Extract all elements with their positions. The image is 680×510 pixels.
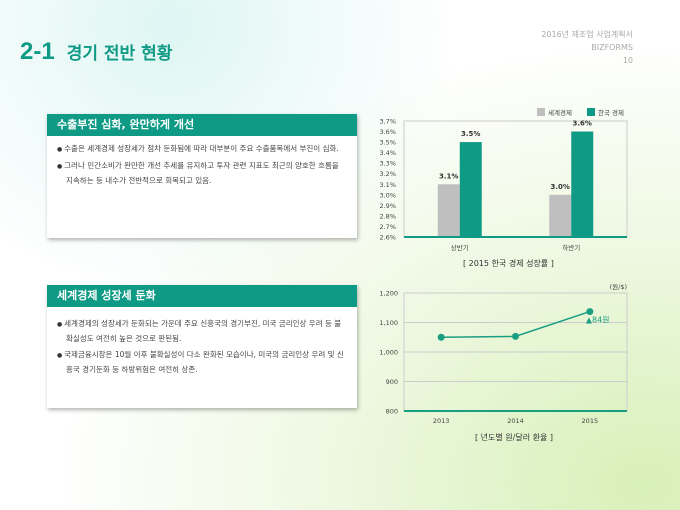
card-world-economy: 세계경제 성장세 둔화 세계경제의 성장세가 둔화되는 가운데 주요 신흥국의 … (47, 285, 357, 408)
x-tick-label: 2013 (433, 417, 450, 425)
y-tick-label: 2.8% (379, 212, 396, 220)
y-tick-label: 3.6% (379, 128, 396, 136)
y-tick-label: 3.2% (379, 170, 396, 178)
y-tick-label: 2.7% (379, 223, 396, 231)
x-tick-label: 2015 (582, 417, 599, 425)
legend-label: 한국 경제 (598, 108, 624, 117)
x-tick-label: 2014 (507, 417, 524, 425)
data-label: 3.6% (573, 120, 592, 128)
brand: BIZFORMS (591, 43, 633, 52)
y-tick-label: 3.1% (379, 181, 396, 189)
card-heading: 수출부진 심화, 완만하게 개선 (47, 114, 357, 136)
y-tick-label: 900 (386, 378, 398, 386)
doc-title: 2016년 제조업 사업계획서 (541, 30, 633, 39)
annotation: ▲84원 (586, 316, 610, 325)
y-tick-label: 3.4% (379, 149, 396, 157)
bar-세계경제 (437, 184, 460, 237)
plot-frame (403, 120, 628, 238)
data-point (512, 332, 519, 340)
bar-세계경제 (549, 194, 572, 237)
y-tick-label: 1,100 (379, 319, 398, 327)
bar-chart-caption: [ 2015 한국 경제 성장률 ] (463, 259, 554, 268)
bullet: 그러나 민간소비가 완만한 개선 추세를 유지하고 투자 관련 지표도 최근의 … (57, 159, 347, 188)
section-title: 경기 전반 현황 (66, 44, 173, 64)
data-point (586, 308, 594, 316)
y-tick-label: 1,200 (379, 290, 398, 298)
bullet: 수출은 세계경제 성장세가 점차 둔화됨에 따라 대부분이 주요 수출품목에서 … (57, 142, 347, 157)
x-tick-label: 하반기 (562, 243, 580, 252)
y-tick-label: 1,000 (379, 349, 398, 357)
section-number: 2-1 (20, 38, 55, 65)
data-point (437, 333, 445, 341)
page-title: 2-1 경기 전반 현황 (20, 38, 172, 66)
y-tick-label: 3.0% (379, 191, 396, 199)
y-tick-label: 2.6% (379, 234, 396, 242)
unit-label: (원/$) (610, 282, 627, 291)
card-export: 수출부진 심화, 완만하게 개선 수출은 세계경제 성장세가 점차 둔화됨에 따… (47, 114, 357, 238)
data-label: 3.0% (551, 183, 570, 191)
legend-label: 세계경제 (548, 108, 572, 117)
y-tick-label: 2.9% (379, 202, 396, 210)
y-tick-label: 3.7% (379, 118, 396, 126)
document-meta: 2016년 제조업 사업계획서 BIZFORMS 10 (541, 28, 633, 67)
legend-swatch (537, 108, 545, 116)
data-label: 3.1% (439, 172, 458, 180)
y-tick-label: 3.3% (379, 160, 396, 168)
y-tick-label: 800 (386, 408, 398, 416)
line-chart-caption: [ 년도별 원/달러 환율 ] (475, 433, 553, 442)
card-heading: 세계경제 성장세 둔화 (47, 285, 357, 307)
x-tick-label: 상반기 (451, 243, 469, 252)
bar-한국 경제 (571, 131, 594, 237)
bar-한국 경제 (459, 142, 482, 237)
y-tick-label: 3.5% (379, 139, 396, 147)
bullet: 국제금융시장은 10월 이후 불확실성이 다소 완화된 모습이나, 미국의 금리… (57, 348, 347, 377)
data-label: 3.5% (461, 130, 480, 138)
page-number: 10 (622, 56, 633, 65)
bullet: 세계경제의 성장세가 둔화되는 가운데 주요 신흥국의 경기부진, 미국 금리인… (57, 317, 347, 346)
legend-swatch (587, 108, 595, 116)
